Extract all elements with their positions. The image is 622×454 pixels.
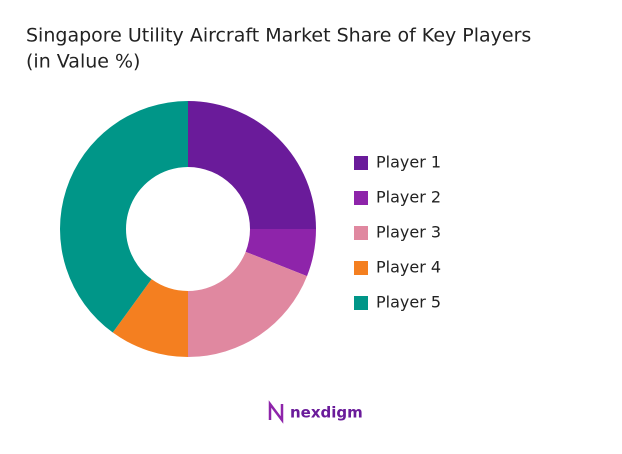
legend-swatch bbox=[354, 156, 368, 170]
legend-label: Player 2 bbox=[376, 188, 441, 207]
chart-title: (in Value %) bbox=[26, 51, 140, 73]
donut-slice bbox=[188, 101, 316, 229]
legend-swatch bbox=[354, 296, 368, 310]
logo-icon bbox=[268, 400, 284, 424]
legend-label: Player 5 bbox=[376, 293, 441, 312]
donut-slice bbox=[60, 101, 188, 333]
legend-swatch bbox=[354, 226, 368, 240]
legend-label: Player 4 bbox=[376, 258, 441, 277]
brand: nexdigm bbox=[290, 404, 363, 422]
donut-slice bbox=[112, 279, 188, 357]
legend-swatch bbox=[354, 261, 368, 275]
donut-slice bbox=[188, 251, 308, 357]
legend-swatch bbox=[354, 191, 368, 205]
logo: nexdigm bbox=[268, 400, 363, 424]
legend-label: Player 1 bbox=[376, 153, 441, 172]
donut-slice bbox=[245, 229, 316, 277]
chart-title: Singapore Utility Aircraft Market Share … bbox=[26, 25, 531, 47]
legend-label: Player 3 bbox=[376, 223, 441, 242]
